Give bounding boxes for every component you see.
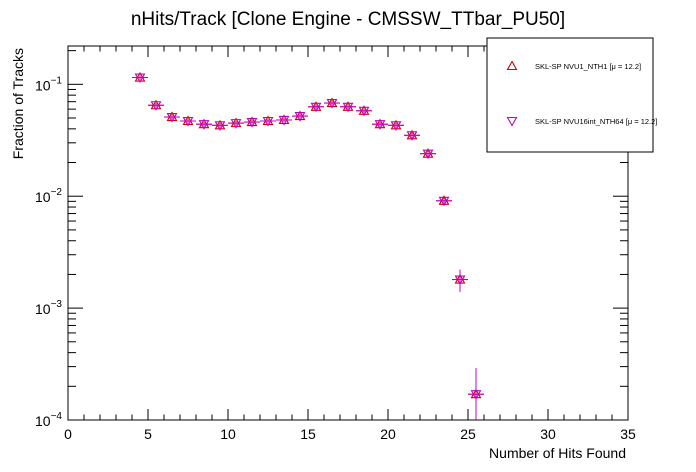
triangle-down-marker <box>454 275 466 286</box>
legend-marker-1 <box>506 60 518 71</box>
triangle-down-marker <box>406 131 418 141</box>
y-axis-label: Fraction of Tracks <box>10 48 26 159</box>
legend-label-1: SKL-SP NVU1_NTH1 [μ = 12.2] <box>535 62 641 71</box>
x-tick-label: 20 <box>380 426 396 442</box>
data-point <box>292 112 308 122</box>
x-tick-label: 5 <box>144 426 152 442</box>
y-tick-label: 10−4 <box>35 411 62 429</box>
legend-label-2: SKL-SP NVU16int_NTH64 [μ = 12.2] <box>535 117 657 126</box>
data-point <box>388 121 404 131</box>
triangle-down-marker <box>326 99 338 109</box>
series-2 <box>132 73 484 420</box>
triangle-down-marker <box>294 112 306 122</box>
triangle-down-marker <box>246 118 258 128</box>
x-axis-label: Number of Hits Found <box>489 445 626 461</box>
y-tick-label: 10−1 <box>35 75 62 93</box>
x-tick-label: 35 <box>620 426 636 442</box>
data-point <box>260 116 276 127</box>
data-point <box>468 368 484 420</box>
plot-frame <box>67 45 629 421</box>
data-point <box>276 115 292 126</box>
data-point <box>372 120 388 130</box>
y-tick-label: 10−2 <box>35 187 62 205</box>
triangle-down-marker <box>310 102 322 113</box>
x-tick-label: 25 <box>460 426 476 442</box>
triangle-down-marker <box>134 73 146 84</box>
x-tick-label: 30 <box>540 426 556 442</box>
data-point <box>452 269 468 292</box>
legend-box <box>486 37 654 153</box>
data-point <box>228 119 244 129</box>
triangle-down-marker <box>182 116 194 127</box>
triangle-down-marker <box>342 102 354 113</box>
data-point <box>196 120 212 130</box>
data-point <box>244 118 260 128</box>
data-point <box>404 131 420 141</box>
x-tick-label: 15 <box>300 426 316 442</box>
data-point <box>212 121 228 131</box>
triangle-down-marker <box>422 149 434 160</box>
triangle-down-marker <box>438 196 450 207</box>
triangle-down-marker <box>150 101 162 111</box>
legend-marker-2 <box>506 116 518 127</box>
data-point <box>164 112 180 123</box>
triangle-down-marker <box>390 121 402 131</box>
triangle-down-marker <box>278 115 290 126</box>
y-tick-label: 10−3 <box>35 299 62 317</box>
data-point <box>148 101 164 111</box>
data-point <box>436 196 452 207</box>
chart-title: nHits/Track [Clone Engine - CMSSW_TTbar_… <box>131 9 565 30</box>
data-point <box>132 73 148 84</box>
data-point <box>420 149 436 160</box>
triangle-down-marker <box>214 121 226 131</box>
triangle-down-marker <box>166 112 178 123</box>
data-point <box>308 102 324 113</box>
triangle-down-marker <box>374 120 386 130</box>
x-tick-label: 0 <box>64 426 72 442</box>
data-point <box>180 116 196 127</box>
triangle-down-marker <box>230 119 242 129</box>
triangle-down-marker <box>358 106 370 117</box>
triangle-down-marker <box>470 390 482 400</box>
series-1 <box>132 71 484 420</box>
triangle-down-marker <box>198 120 210 130</box>
data-point <box>340 102 356 113</box>
x-tick-label: 10 <box>220 426 236 442</box>
data-point <box>356 106 372 117</box>
triangle-down-marker <box>262 116 274 127</box>
data-point <box>324 99 340 109</box>
